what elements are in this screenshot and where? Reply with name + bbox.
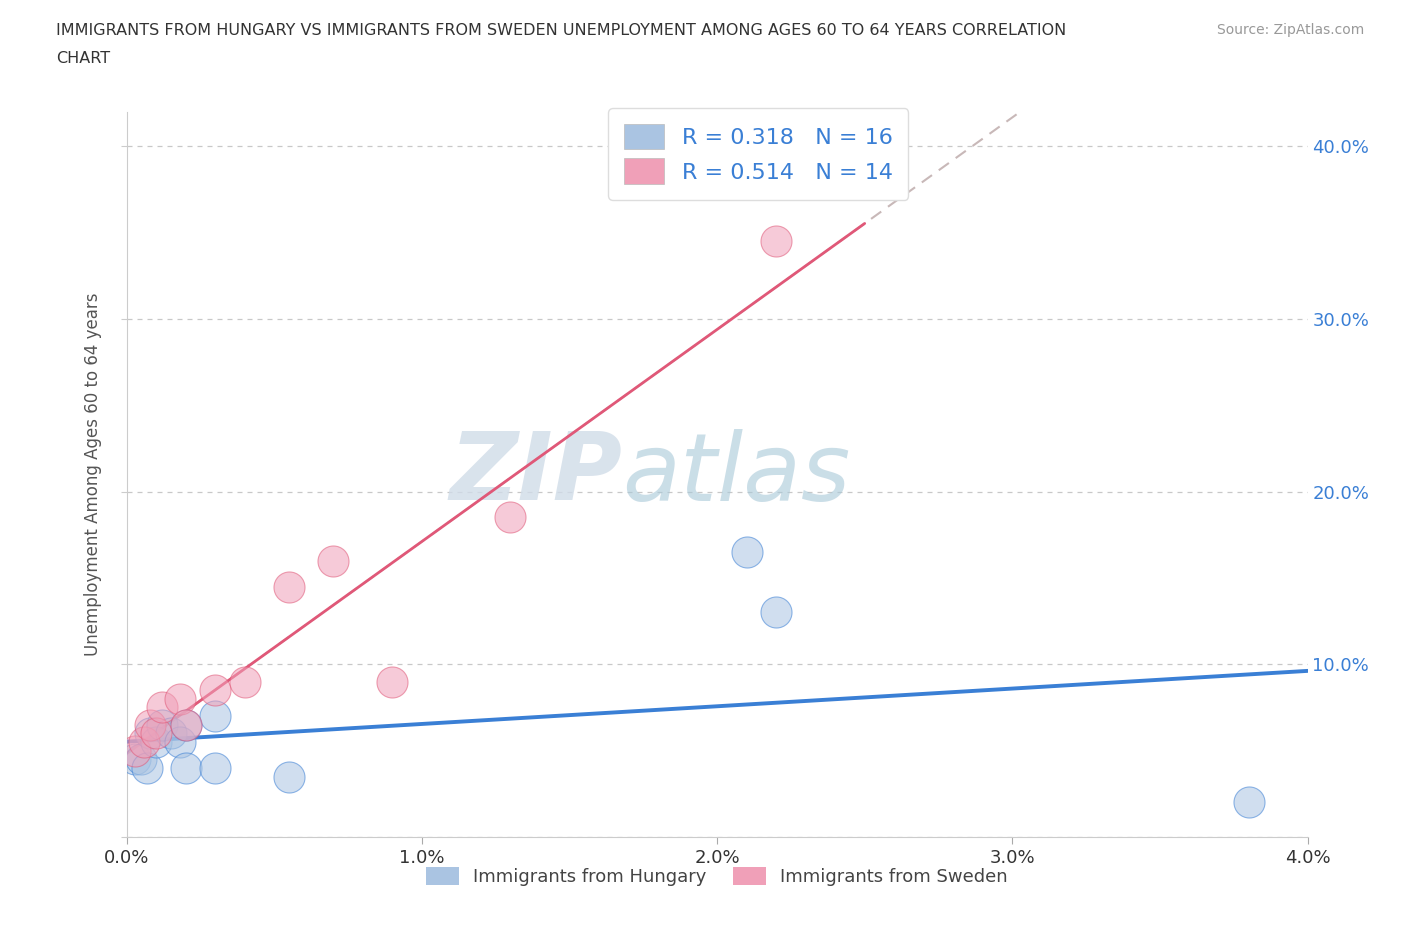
Point bbox=[1237, 795, 1260, 810]
Point bbox=[145, 726, 167, 741]
Point bbox=[233, 674, 256, 689]
Point bbox=[139, 717, 162, 732]
Point bbox=[381, 674, 404, 689]
Y-axis label: Unemployment Among Ages 60 to 64 years: Unemployment Among Ages 60 to 64 years bbox=[84, 293, 103, 656]
Point bbox=[145, 735, 167, 750]
Point bbox=[174, 717, 197, 732]
Point bbox=[174, 717, 197, 732]
Point bbox=[204, 683, 226, 698]
Point bbox=[765, 605, 787, 620]
Point bbox=[134, 735, 156, 750]
Point bbox=[322, 553, 344, 568]
Text: IMMIGRANTS FROM HUNGARY VS IMMIGRANTS FROM SWEDEN UNEMPLOYMENT AMONG AGES 60 TO : IMMIGRANTS FROM HUNGARY VS IMMIGRANTS FR… bbox=[56, 23, 1067, 38]
Point bbox=[129, 751, 153, 766]
Point bbox=[150, 700, 173, 715]
Point bbox=[169, 691, 191, 706]
Point bbox=[204, 709, 226, 724]
Point bbox=[124, 743, 146, 758]
Legend: Immigrants from Hungary, Immigrants from Sweden: Immigrants from Hungary, Immigrants from… bbox=[419, 859, 1015, 893]
Point bbox=[174, 761, 197, 776]
Point bbox=[124, 751, 146, 766]
Point bbox=[160, 726, 183, 741]
Point bbox=[139, 726, 162, 741]
Point bbox=[765, 233, 787, 248]
Point bbox=[278, 769, 301, 784]
Text: CHART: CHART bbox=[56, 51, 110, 66]
Point bbox=[499, 510, 522, 525]
Point bbox=[169, 735, 191, 750]
Point bbox=[136, 761, 159, 776]
Point bbox=[204, 761, 226, 776]
Point bbox=[735, 545, 758, 560]
Text: atlas: atlas bbox=[623, 429, 851, 520]
Text: Source: ZipAtlas.com: Source: ZipAtlas.com bbox=[1216, 23, 1364, 37]
Text: ZIP: ZIP bbox=[450, 429, 623, 520]
Point bbox=[150, 717, 173, 732]
Point bbox=[278, 579, 301, 594]
